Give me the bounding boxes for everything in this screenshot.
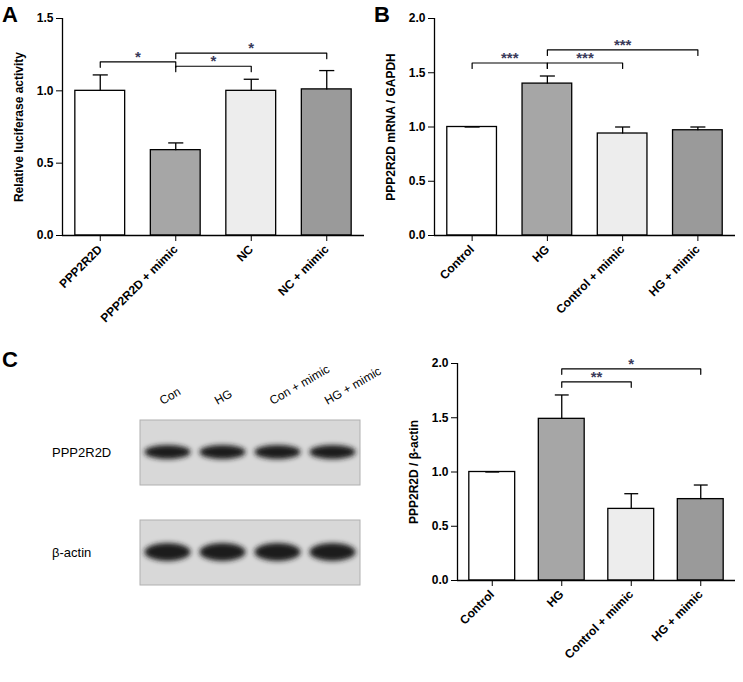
svg-text:HG: HG bbox=[544, 587, 567, 610]
svg-text:PPP2R2D mRNA / GAPDH: PPP2R2D mRNA / GAPDH bbox=[384, 53, 398, 201]
svg-text:Control + mimic: Control + mimic bbox=[562, 587, 636, 661]
svg-text:Control: Control bbox=[437, 242, 477, 282]
svg-text:1.5: 1.5 bbox=[409, 66, 426, 80]
svg-text:PPP2R2D + mimic: PPP2R2D + mimic bbox=[98, 242, 181, 325]
svg-text:1.5: 1.5 bbox=[37, 11, 54, 25]
svg-text:NC + mimic: NC + mimic bbox=[275, 242, 332, 299]
svg-text:0.0: 0.0 bbox=[432, 573, 449, 587]
svg-text:*: * bbox=[135, 48, 141, 65]
svg-text:Relative luciferase activity: Relative luciferase activity bbox=[12, 52, 26, 202]
svg-text:1.0: 1.0 bbox=[432, 465, 449, 479]
html-text:B: B bbox=[374, 2, 390, 27]
svg-text:2.0: 2.0 bbox=[432, 356, 449, 370]
svg-text:*: * bbox=[211, 52, 217, 69]
svg-text:***: *** bbox=[614, 36, 632, 53]
svg-text:***: *** bbox=[576, 49, 594, 66]
svg-text:1.5: 1.5 bbox=[432, 411, 449, 425]
svg-text:1.0: 1.0 bbox=[37, 84, 54, 98]
svg-text:0.5: 0.5 bbox=[409, 174, 426, 188]
svg-text:Control: Control bbox=[457, 587, 497, 627]
svg-text:0.0: 0.0 bbox=[409, 228, 426, 242]
svg-text:0.0: 0.0 bbox=[37, 228, 54, 242]
svg-text:NC: NC bbox=[234, 242, 256, 264]
svg-text:*: * bbox=[628, 355, 634, 372]
svg-text:0.5: 0.5 bbox=[432, 519, 449, 533]
svg-text:HG + mimic: HG + mimic bbox=[649, 587, 706, 644]
svg-text:0.5: 0.5 bbox=[37, 156, 54, 170]
html-text:C: C bbox=[2, 347, 18, 372]
svg-text:HG + mimic: HG + mimic bbox=[646, 242, 703, 299]
svg-text:1.0: 1.0 bbox=[409, 120, 426, 134]
svg-text:β-actin: β-actin bbox=[52, 545, 91, 560]
svg-text:Con: Con bbox=[157, 384, 183, 407]
svg-text:***: *** bbox=[501, 49, 519, 66]
svg-text:**: ** bbox=[591, 368, 603, 385]
svg-text:PPP2R2D: PPP2R2D bbox=[57, 242, 106, 291]
html-text:A: A bbox=[2, 2, 18, 27]
svg-text:Control + mimic: Control + mimic bbox=[553, 242, 627, 316]
svg-text:Con + mimic: Con + mimic bbox=[267, 362, 332, 408]
svg-text:2.0: 2.0 bbox=[409, 11, 426, 25]
svg-text:HG + mimic: HG + mimic bbox=[322, 364, 384, 408]
svg-text:PPP2R2D: PPP2R2D bbox=[52, 445, 111, 460]
svg-text:*: * bbox=[248, 39, 254, 56]
svg-text:HG: HG bbox=[212, 386, 235, 407]
svg-text:HG: HG bbox=[530, 242, 553, 265]
svg-text:PPP2R2D / β-actin: PPP2R2D / β-actin bbox=[407, 420, 421, 524]
